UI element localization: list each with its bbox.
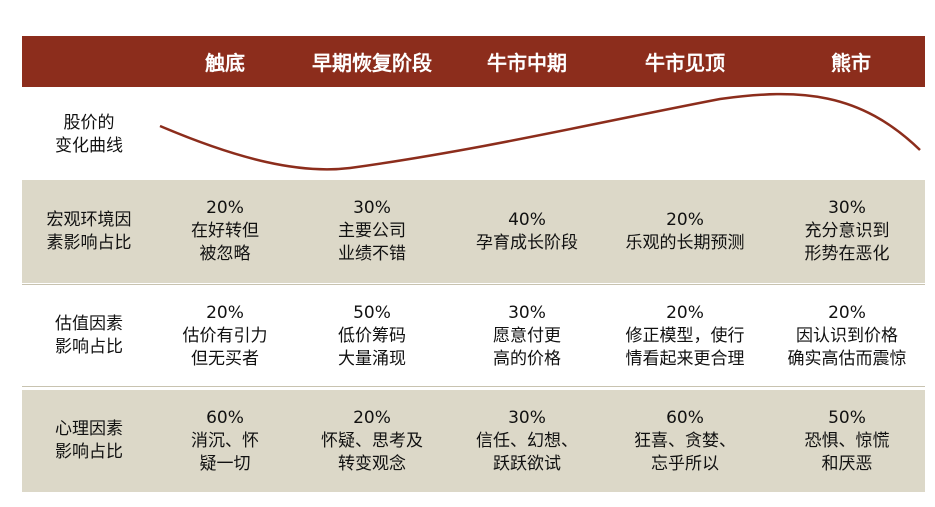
row-divider-1 bbox=[22, 284, 925, 285]
cell-text-line: 乐观的长期预测 bbox=[625, 232, 745, 253]
valuation-row-label: 估值因素 影响占比 bbox=[22, 286, 156, 386]
valuation-cell-bear: 20% 因认识到价格 确实高估而震惊 bbox=[772, 286, 922, 386]
psychology-cell-bear: 50% 恐惧、惊慌 和厌恶 bbox=[772, 390, 922, 492]
cell-text-line: 恐惧、惊慌 bbox=[804, 430, 890, 451]
macro-row-band bbox=[22, 180, 925, 283]
valuation-cell-bottom: 20% 估价有引力 但无买者 bbox=[170, 286, 280, 386]
column-header-bear: 熊市 bbox=[831, 51, 871, 75]
cell-percent: 40% bbox=[508, 209, 546, 230]
cell-text-line: 和厌恶 bbox=[821, 453, 873, 474]
cell-text-line: 低价筹码 bbox=[338, 325, 406, 346]
column-header-bottom: 触底 bbox=[205, 51, 245, 75]
valuation-label-line-2: 影响占比 bbox=[55, 337, 123, 357]
cell-percent: 50% bbox=[828, 407, 866, 428]
cell-percent: 20% bbox=[666, 302, 704, 323]
cell-text-line: 业绩不错 bbox=[338, 244, 406, 264]
macro-cell-mid-bull: 40% 孕育成长阶段 bbox=[452, 180, 602, 283]
cell-percent: 60% bbox=[206, 407, 244, 428]
macro-cell-bear: 30% 充分意识到 形势在恶化 bbox=[772, 180, 922, 283]
cell-percent: 20% bbox=[353, 407, 391, 428]
macro-cell-early-recovery: 30% 主要公司 业绩不错 bbox=[292, 180, 452, 283]
cell-percent: 30% bbox=[828, 198, 866, 218]
cell-text-line: 被忽略 bbox=[199, 244, 251, 264]
cell-percent: 30% bbox=[508, 407, 546, 428]
curve-row-label: 股价的 变化曲线 bbox=[22, 105, 156, 165]
cell-percent: 20% bbox=[206, 302, 244, 323]
cell-percent: 20% bbox=[206, 198, 244, 218]
cell-percent: 50% bbox=[353, 302, 391, 323]
cell-text-line: 充分意识到 bbox=[804, 221, 890, 241]
macro-label-line-1: 宏观环境因 bbox=[46, 209, 132, 230]
row-divider-2 bbox=[22, 386, 925, 387]
stage-header-bar: 触底 早期恢复阶段 牛市中期 牛市见顶 熊市 bbox=[22, 36, 925, 87]
cell-percent: 60% bbox=[666, 407, 704, 428]
valuation-label-line-1: 估值因素 bbox=[55, 314, 123, 334]
cell-text-line: 大量涌现 bbox=[338, 348, 406, 369]
cell-percent: 30% bbox=[353, 198, 391, 218]
cell-text-line: 疑一切 bbox=[199, 453, 251, 474]
cell-text-line: 狂喜、贪婪、 bbox=[634, 430, 736, 451]
psychology-cell-early-recovery: 20% 怀疑、思考及 转变观念 bbox=[292, 390, 452, 492]
valuation-cell-bull-peak: 20% 修正模型，使行 情看起来更合理 bbox=[600, 286, 770, 386]
column-header-bull-peak: 牛市见顶 bbox=[645, 51, 725, 75]
cell-text-line: 怀疑、思考及 bbox=[321, 430, 423, 451]
cell-text-line: 孕育成长阶段 bbox=[476, 232, 578, 253]
macro-cell-bottom: 20% 在好转但 被忽略 bbox=[170, 180, 280, 283]
psychology-cell-bull-peak: 60% 狂喜、贪婪、 忘乎所以 bbox=[600, 390, 770, 492]
column-header-early-recovery: 早期恢复阶段 bbox=[312, 51, 432, 75]
column-header-mid-bull: 牛市中期 bbox=[487, 51, 567, 75]
curve-label-line-2: 变化曲线 bbox=[55, 136, 123, 156]
cell-percent: 20% bbox=[666, 209, 704, 230]
cell-text-line: 确实高估而震惊 bbox=[787, 348, 907, 369]
psychology-row-band bbox=[22, 390, 925, 492]
cell-text-line: 信任、幻想、 bbox=[476, 430, 578, 451]
cell-text-line: 形势在恶化 bbox=[804, 244, 890, 264]
valuation-cell-early-recovery: 50% 低价筹码 大量涌现 bbox=[292, 286, 452, 386]
macro-cell-bull-peak: 20% 乐观的长期预测 bbox=[600, 180, 770, 283]
psychology-cell-bottom: 60% 消沉、怀 疑一切 bbox=[170, 390, 280, 492]
macro-row-label: 宏观环境因 素影响占比 bbox=[22, 180, 156, 283]
cell-text-line: 主要公司 bbox=[338, 221, 406, 241]
cell-text-line: 转变观念 bbox=[338, 453, 406, 474]
psychology-cell-mid-bull: 30% 信任、幻想、 跃跃欲试 bbox=[452, 390, 602, 492]
cell-text-line: 但无买者 bbox=[191, 348, 259, 369]
valuation-cell-mid-bull: 30% 愿意付更 高的价格 bbox=[452, 286, 602, 386]
cell-text-line: 消沉、怀 bbox=[191, 430, 259, 451]
cell-percent: 30% bbox=[508, 302, 546, 323]
cell-text-line: 忘乎所以 bbox=[651, 453, 719, 474]
curve-label-line-1: 股价的 bbox=[63, 113, 115, 133]
psychology-label-line-1: 心理因素 bbox=[55, 419, 123, 439]
cell-text-line: 估价有引力 bbox=[182, 325, 268, 346]
cell-text-line: 情看起来更合理 bbox=[625, 348, 745, 369]
psychology-row-label: 心理因素 影响占比 bbox=[22, 390, 156, 492]
cell-text-line: 跃跃欲试 bbox=[493, 453, 561, 474]
cell-text-line: 在好转但 bbox=[191, 221, 259, 241]
cell-text-line: 愿意付更 bbox=[493, 325, 561, 346]
macro-label-line-2: 素影响占比 bbox=[46, 232, 132, 253]
psychology-label-line-2: 影响占比 bbox=[55, 442, 123, 462]
cell-text-line: 高的价格 bbox=[493, 348, 561, 369]
cell-text-line: 因认识到价格 bbox=[796, 325, 898, 346]
cell-percent: 20% bbox=[828, 302, 866, 323]
cell-text-line: 修正模型，使行 bbox=[625, 325, 745, 346]
price-curve-line bbox=[159, 92, 921, 171]
